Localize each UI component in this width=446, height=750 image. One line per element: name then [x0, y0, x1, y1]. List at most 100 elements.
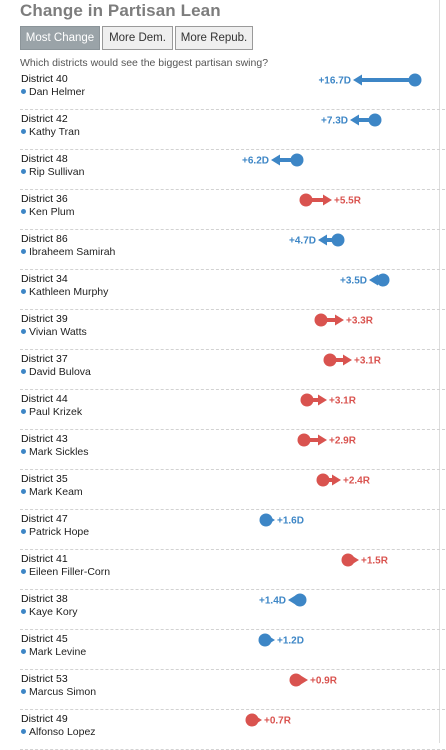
district-list: District 40 Dan Helmer +16.7D District 42 Ka… — [20, 70, 445, 750]
swing-start-dot — [331, 233, 345, 247]
swing-arrow-chart: +2.9R — [297, 433, 357, 447]
swing-arrow-chart: +1.2D — [258, 633, 304, 647]
representative-label: Ibraheem Samirah — [29, 246, 116, 258]
district-name: District 49 — [21, 713, 68, 725]
district-name: District 86 — [21, 233, 68, 245]
swing-start-dot — [316, 473, 330, 487]
district-row[interactable]: District 48 Rip Sullivan +6.2D — [20, 150, 445, 190]
swing-arrow-chart: +1.4D — [259, 593, 307, 607]
swing-start-dot — [323, 353, 337, 367]
party-dot-icon — [21, 449, 26, 454]
party-dot-icon — [21, 329, 26, 334]
district-row[interactable]: District 36 Ken Plum +5.5R — [20, 190, 445, 230]
swing-start-dot — [300, 393, 314, 407]
representative-name: Ibraheem Samirah — [21, 246, 115, 258]
district-row[interactable]: District 47 Patrick Hope +1.6D — [20, 510, 445, 550]
representative-label: Kaye Kory — [29, 606, 78, 618]
representative-label: Ken Plum — [29, 206, 75, 218]
swing-value-label: +6.2D — [242, 156, 269, 167]
district-row[interactable]: District 42 Kathy Tran +7.3D — [20, 110, 445, 150]
swing-arrowhead — [323, 194, 332, 206]
representative-name: Paul Krizek — [21, 406, 82, 418]
swing-arrow-chart: +0.7R — [245, 713, 292, 727]
swing-arrow-chart: +6.2D — [242, 153, 304, 167]
district-name: District 45 — [21, 633, 68, 645]
swing-value-label: +3.3R — [346, 316, 374, 327]
party-dot-icon — [21, 169, 26, 174]
district-name: District 47 — [21, 513, 68, 525]
representative-name: Mark Keam — [21, 486, 83, 498]
district-row[interactable]: District 37 David Bulova +3.1R — [20, 350, 445, 390]
representative-label: Kathleen Murphy — [29, 286, 109, 298]
chart-question: Which districts would see the biggest pa… — [20, 57, 269, 69]
district-name: District 34 — [21, 273, 68, 285]
party-dot-icon — [21, 409, 26, 414]
representative-label: Paul Krizek — [29, 406, 83, 418]
district-row[interactable]: District 34 Kathleen Murphy +3.5D — [20, 270, 445, 310]
district-row[interactable]: District 40 Dan Helmer +16.7D — [20, 70, 445, 110]
representative-name: Eileen Filler-Corn — [21, 566, 110, 578]
representative-name: Alfonso Lopez — [21, 726, 96, 738]
party-dot-icon — [21, 529, 26, 534]
representative-label: Dan Helmer — [29, 86, 86, 98]
district-name: District 35 — [21, 473, 68, 485]
swing-value-label: +3.1R — [329, 396, 357, 407]
district-row[interactable]: District 86 Ibraheem Samirah +4.7D — [20, 230, 445, 270]
district-name: District 39 — [21, 313, 68, 325]
party-dot-icon — [21, 489, 26, 494]
swing-start-dot — [293, 593, 307, 607]
swing-arrow-chart: +3.1R — [323, 353, 382, 367]
district-row[interactable]: District 53 Marcus Simon +0.9R — [20, 670, 445, 710]
swing-arrow-chart: +3.5D — [340, 273, 390, 287]
representative-label: Alfonso Lopez — [29, 726, 96, 738]
representative-label: Mark Sickles — [29, 446, 89, 458]
representative-name: Kathleen Murphy — [21, 286, 108, 298]
swing-start-dot — [314, 313, 328, 327]
representative-label: Patrick Hope — [29, 526, 90, 538]
more-dem-button[interactable]: More Dem. — [102, 26, 173, 50]
swing-value-label: +4.7D — [289, 236, 316, 247]
district-name: District 53 — [21, 673, 68, 685]
swing-start-dot — [297, 433, 311, 447]
swing-value-label: +0.7R — [264, 716, 292, 727]
representative-name: Vivian Watts — [21, 326, 87, 338]
swing-start-dot — [368, 113, 382, 127]
more-repub-button[interactable]: More Repub. — [175, 26, 253, 50]
swing-arrowhead — [318, 394, 327, 406]
representative-name: Mark Levine — [21, 646, 86, 658]
party-dot-icon — [21, 209, 26, 214]
district-row[interactable]: District 49 Alfonso Lopez +0.7R — [20, 710, 445, 750]
swing-start-dot — [408, 73, 422, 87]
swing-arrow-chart: +1.6D — [259, 513, 304, 527]
representative-label: Marcus Simon — [29, 686, 97, 698]
party-dot-icon — [21, 689, 26, 694]
district-row[interactable]: District 44 Paul Krizek +3.1R — [20, 390, 445, 430]
representative-label: Mark Keam — [29, 486, 83, 498]
district-row[interactable]: District 45 Mark Levine +1.2D — [20, 630, 445, 670]
representative-name: Mark Sickles — [21, 446, 89, 458]
swing-value-label: +1.2D — [277, 636, 304, 647]
swing-arrow-chart: +3.1R — [300, 393, 357, 407]
swing-arrow-chart: +2.4R — [316, 473, 371, 487]
district-row[interactable]: District 39 Vivian Watts +3.3R — [20, 310, 445, 350]
district-row[interactable]: District 43 Mark Sickles +2.9R — [20, 430, 445, 470]
swing-start-dot — [376, 273, 390, 287]
district-row[interactable]: District 38 Kaye Kory +1.4D — [20, 590, 445, 630]
swing-value-label: +3.5D — [340, 276, 367, 287]
representative-label: David Bulova — [29, 366, 91, 378]
party-dot-icon — [21, 249, 26, 254]
swing-arrow-chart: +4.7D — [289, 233, 345, 247]
representative-name: Rip Sullivan — [21, 166, 84, 178]
party-dot-icon — [21, 369, 26, 374]
swing-value-label: +2.9R — [329, 436, 357, 447]
district-row[interactable]: District 41 Eileen Filler-Corn +1.5R — [20, 550, 445, 590]
swing-start-dot — [259, 513, 273, 527]
district-row[interactable]: District 35 Mark Keam +2.4R — [20, 470, 445, 510]
party-dot-icon — [21, 569, 26, 574]
swing-value-label: +16.7D — [318, 76, 351, 87]
most-change-button[interactable]: Most Change — [20, 26, 100, 50]
party-dot-icon — [21, 289, 26, 294]
party-dot-icon — [21, 129, 26, 134]
party-dot-icon — [21, 729, 26, 734]
representative-name: Kathy Tran — [21, 126, 80, 138]
